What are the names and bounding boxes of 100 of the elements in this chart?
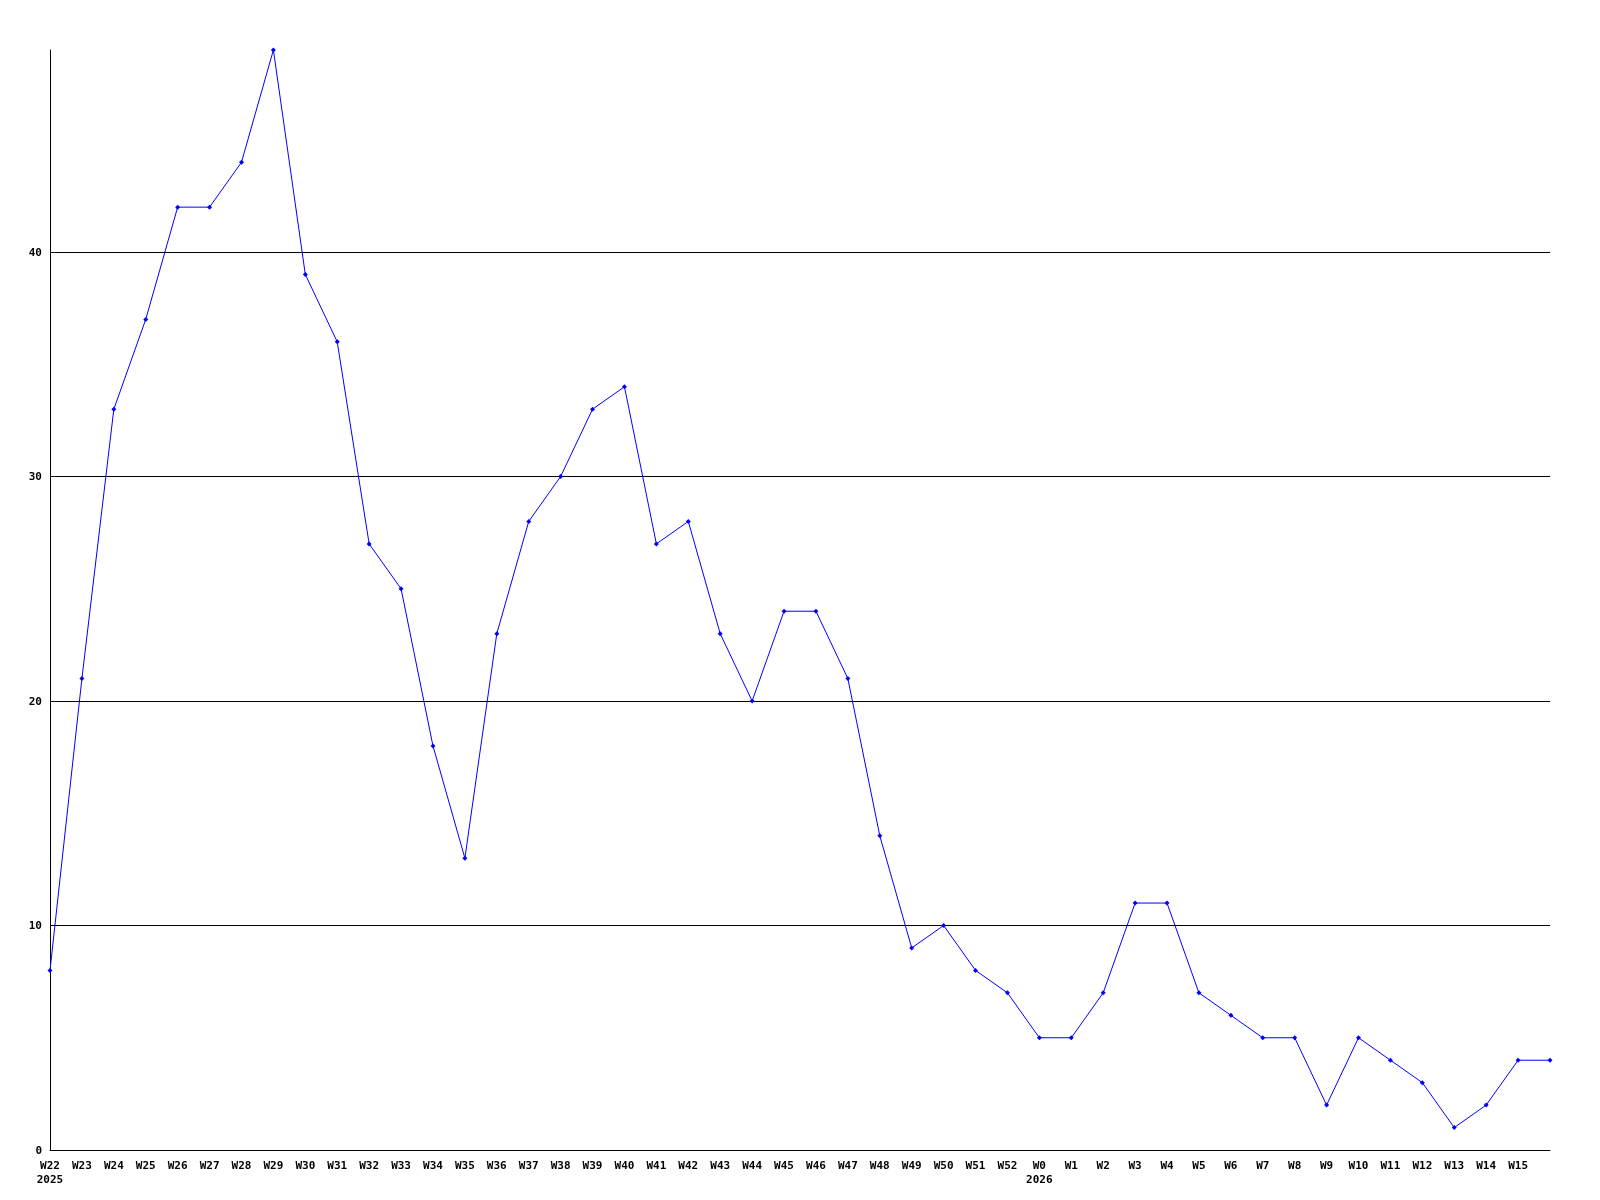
point [1483, 1102, 1489, 1108]
text: 2026 [1026, 1172, 1053, 1186]
x-tick-label: W27 [199, 1158, 220, 1172]
x-tick-label: W51 [965, 1158, 986, 1172]
point [813, 608, 819, 614]
y-tick-label: 0 [35, 1143, 42, 1157]
point [1292, 1035, 1298, 1041]
point [749, 698, 755, 704]
point [79, 676, 85, 682]
point [430, 743, 436, 749]
x-tick-label: W22 [40, 1158, 60, 1172]
x-tick-label: W2 [1096, 1158, 1110, 1172]
x-tick-label: W52 [997, 1158, 1018, 1172]
x-tick-label: W29 [263, 1158, 284, 1172]
point [494, 631, 500, 637]
point [909, 945, 915, 951]
y-tick-label: 10 [28, 919, 42, 933]
x-tick-label: W32 [359, 1158, 380, 1172]
x-tick-label: W0 [1032, 1158, 1046, 1172]
y-tick-label: 20 [28, 694, 42, 708]
x-tick-label: W26 [167, 1158, 188, 1172]
point [1132, 900, 1138, 906]
x-tick-label: W3 [1128, 1158, 1142, 1172]
point [621, 384, 627, 390]
point [845, 676, 851, 682]
point [941, 923, 947, 929]
x-tick-label: W28 [231, 1158, 252, 1172]
x-tick-label: W33 [391, 1158, 411, 1172]
point [1260, 1035, 1266, 1041]
x-tick-label: W38 [550, 1158, 571, 1172]
x-tick-label: W46 [806, 1158, 827, 1172]
x-tick-label: W47 [837, 1158, 858, 1172]
point [717, 631, 723, 637]
point [175, 204, 181, 210]
x-tick-label: W42 [678, 1158, 699, 1172]
x-tick-label: W36 [486, 1158, 508, 1172]
point [398, 586, 404, 592]
x-tick-label: W11 [1380, 1158, 1401, 1172]
x-tick-label: W48 [869, 1158, 890, 1172]
x-tick-label: W39 [582, 1158, 603, 1172]
point [207, 204, 213, 210]
point [366, 541, 372, 547]
point [462, 855, 468, 861]
point [111, 406, 117, 412]
point [238, 159, 244, 165]
point [1324, 1102, 1330, 1108]
point [1419, 1080, 1425, 1086]
x-tick-label: W24 [103, 1158, 125, 1172]
point [1100, 990, 1106, 996]
x-tick-label: W15 [1508, 1158, 1529, 1172]
point [973, 967, 979, 973]
x-tick-label: W6 [1224, 1158, 1238, 1172]
x-tick-label: W44 [742, 1158, 763, 1172]
point [1196, 990, 1202, 996]
point [1004, 990, 1010, 996]
x-tick-label: W41 [646, 1158, 667, 1172]
x-tick-label: W13 [1444, 1158, 1465, 1172]
x-tick-label: W37 [518, 1158, 539, 1172]
x-tick-label: W14 [1476, 1158, 1497, 1172]
x-tick-label: W30 [295, 1158, 316, 1172]
point [877, 833, 883, 839]
text: 2025 [36, 1172, 64, 1186]
point [653, 541, 659, 547]
x-tick-label: W49 [901, 1158, 922, 1172]
y-tick-label: 40 [28, 245, 42, 259]
point [526, 518, 532, 524]
x-tick-label: W45 [774, 1158, 794, 1172]
point [1228, 1012, 1234, 1018]
x-tick-label: W43 [710, 1158, 731, 1172]
x-tick-label: W7 [1256, 1158, 1270, 1172]
x-tick-label: W9 [1319, 1158, 1334, 1172]
x-tick-label: W8 [1288, 1158, 1302, 1172]
point [1451, 1125, 1457, 1131]
point [302, 271, 308, 277]
x-tick-label: W35 [454, 1158, 475, 1172]
point [1036, 1035, 1042, 1041]
x-tick-label: W4 [1160, 1158, 1175, 1172]
point [270, 47, 276, 53]
point [558, 474, 564, 480]
point [1164, 900, 1170, 906]
x-tick-label: W40 [614, 1158, 635, 1172]
point [590, 406, 596, 412]
x-tick-label: W31 [327, 1158, 348, 1172]
x-tick-label: W34 [423, 1158, 444, 1172]
x-tick-label: W25 [135, 1158, 156, 1172]
point [781, 608, 787, 614]
point [1547, 1057, 1553, 1063]
point [685, 518, 691, 524]
point [1068, 1035, 1074, 1041]
point [143, 316, 149, 322]
point [1356, 1035, 1362, 1041]
y-tick-label: 30 [28, 470, 42, 484]
point [1515, 1057, 1521, 1063]
x-tick-label: W1 [1064, 1158, 1079, 1172]
point [47, 967, 53, 973]
x-tick-label: W12 [1412, 1158, 1433, 1172]
x-tick-label: W50 [933, 1158, 954, 1172]
x-tick-label: W5 [1192, 1158, 1206, 1172]
point [1387, 1057, 1393, 1063]
point [334, 339, 340, 345]
